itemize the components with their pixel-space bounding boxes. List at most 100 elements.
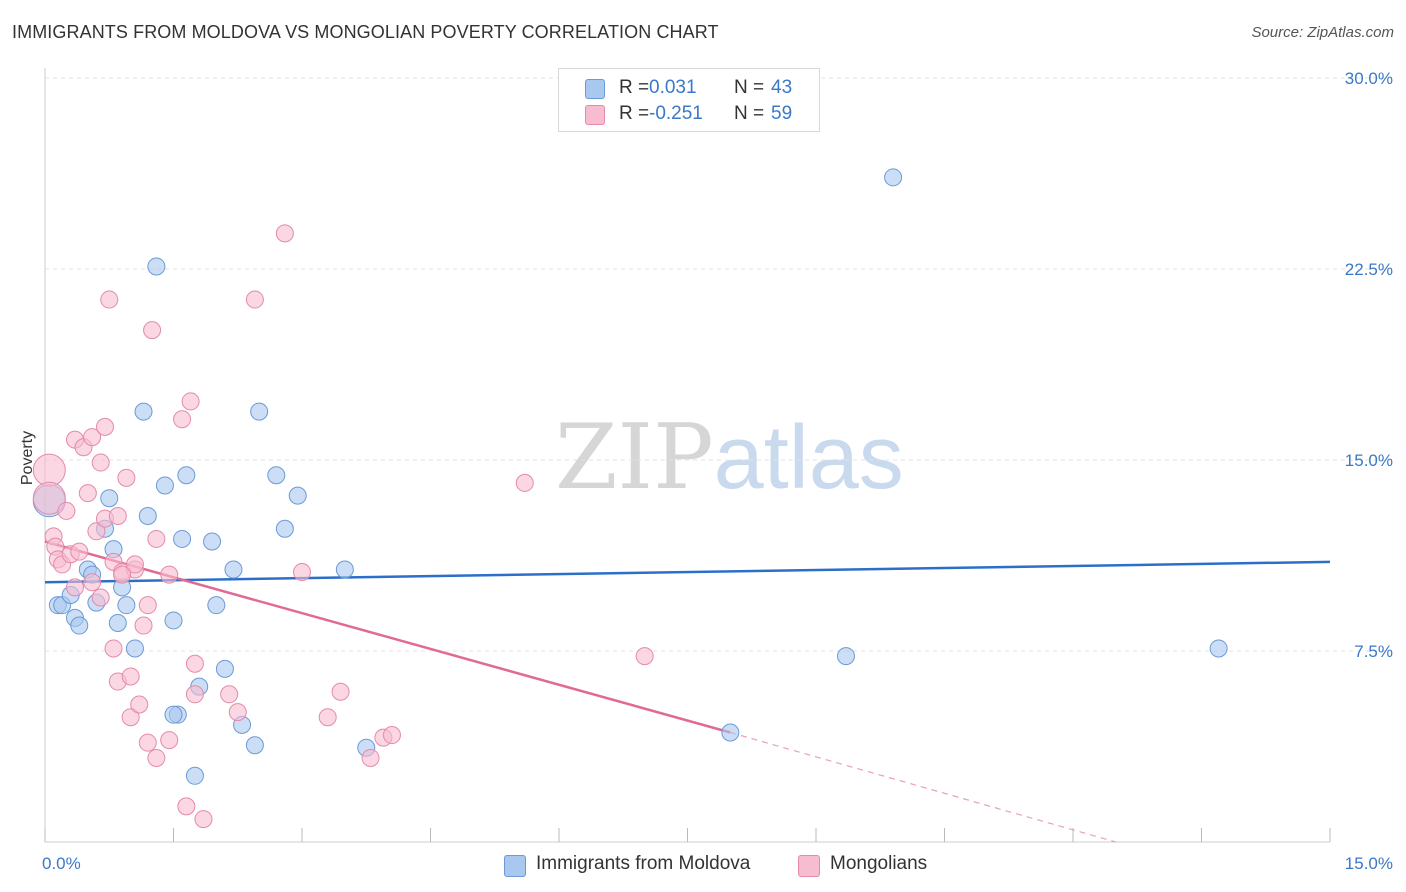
correlation-stats-box: R = 0.031 N = 43 R = -0.251 N = 59 (558, 68, 820, 132)
r-value: 0.031 (649, 77, 697, 98)
point-mongolians (113, 565, 132, 584)
point-mongolians (83, 428, 102, 447)
y-tick-label: 30.0% (1345, 69, 1393, 88)
point-moldova (836, 647, 855, 666)
point-moldova (215, 659, 234, 678)
point-mongolians (130, 695, 149, 714)
point-moldova (185, 766, 204, 785)
point-moldova (134, 402, 153, 421)
point-mongolians (147, 529, 166, 548)
point-mongolians (245, 290, 264, 309)
legend: Immigrants from Moldova Mongolians (0, 852, 1406, 878)
point-moldova (108, 613, 127, 632)
point-mongolians (32, 481, 66, 515)
point-mongolians (121, 667, 140, 686)
point-moldova (275, 519, 294, 538)
point-moldova (164, 611, 183, 630)
point-mongolians (331, 682, 350, 701)
point-moldova (155, 476, 174, 495)
point-moldova (100, 489, 119, 508)
r-value: -0.251 (649, 103, 703, 124)
point-moldova (177, 466, 196, 485)
point-mongolians (361, 748, 380, 767)
point-mongolians (275, 224, 294, 243)
point-moldova (245, 736, 264, 755)
point-moldova (1209, 639, 1228, 658)
chart-title: IMMIGRANTS FROM MOLDOVA VS MONGOLIAN POV… (12, 22, 719, 42)
point-mongolians (147, 748, 166, 767)
point-mongolians (181, 392, 200, 411)
trend-line-moldova (44, 560, 1331, 584)
point-mongolians (83, 573, 102, 592)
point-moldova (207, 596, 226, 615)
point-mongolians (143, 321, 162, 340)
watermark-zip: ZIP (555, 405, 714, 510)
point-mongolians (87, 522, 106, 541)
r-label: R = (619, 103, 650, 124)
point-mongolians (382, 726, 401, 745)
source-credit: Source: ZipAtlas.com (1251, 24, 1394, 41)
point-mongolians (108, 507, 127, 526)
point-moldova (147, 257, 166, 276)
y-tick-label: 7.5% (1354, 642, 1393, 661)
point-moldova (721, 723, 740, 742)
n-value: 43 (771, 77, 793, 98)
point-mongolians (318, 708, 337, 727)
point-mongolians (228, 703, 247, 722)
stats-row-moldova: R = 0.031 N = 43 (559, 75, 819, 101)
point-moldova (267, 466, 286, 485)
point-mongolians (220, 685, 239, 704)
trend-lines (44, 540, 1331, 843)
trend-line-mongolians (44, 540, 731, 734)
y-tick-label: 15.0% (1345, 451, 1393, 470)
watermark: ZIPatlas (555, 405, 904, 510)
point-mongolians (57, 501, 76, 520)
stats-swatch-mongolians (585, 105, 605, 125)
y-axis-label: Poverty (19, 430, 36, 486)
point-moldova (70, 616, 89, 635)
legend-label-mongolians: Mongolians (830, 853, 928, 874)
tick-labels: 7.5% 15.0% 22.5% 30.0% 0.0% 15.0% (42, 69, 1393, 873)
trend-line-mongolians-extension (730, 731, 1116, 843)
point-mongolians (32, 453, 66, 487)
legend-swatch-moldova (504, 855, 526, 877)
x-tick-label: 15.0% (1345, 854, 1393, 873)
point-mongolians (293, 563, 311, 582)
point-mongolians (104, 639, 123, 658)
n-label: N = (734, 77, 765, 98)
stats-swatch-moldova (585, 79, 605, 99)
legend-swatch-mongolians (798, 855, 820, 877)
point-moldova (138, 507, 157, 526)
point-moldova (173, 529, 192, 548)
point-mongolians (185, 685, 204, 704)
point-moldova (250, 402, 269, 421)
x-tick-label: 0.0% (42, 854, 81, 873)
point-mongolians (173, 410, 192, 429)
point-mongolians (138, 596, 157, 615)
point-moldova (884, 168, 903, 187)
point-mongolians (121, 708, 140, 727)
point-moldova (224, 560, 243, 579)
point-mongolians (125, 555, 144, 574)
point-mongolians (138, 733, 157, 752)
point-mongolians (635, 647, 654, 666)
point-mongolians (78, 484, 97, 503)
point-mongolians (70, 542, 89, 561)
data-points (32, 168, 1228, 829)
point-moldova (203, 532, 222, 551)
point-mongolians (91, 453, 110, 472)
point-moldova (117, 596, 136, 615)
point-mongolians (185, 654, 204, 673)
point-mongolians (134, 616, 153, 635)
n-label: N = (734, 103, 765, 124)
point-mongolians (177, 797, 196, 816)
point-mongolians (194, 810, 213, 829)
watermark-atlas: atlas (713, 408, 904, 508)
point-moldova (125, 639, 144, 658)
point-moldova (288, 486, 307, 505)
point-mongolians (160, 731, 179, 750)
point-mongolians (95, 417, 114, 436)
n-value: 59 (771, 103, 793, 124)
point-mongolians (117, 468, 136, 487)
